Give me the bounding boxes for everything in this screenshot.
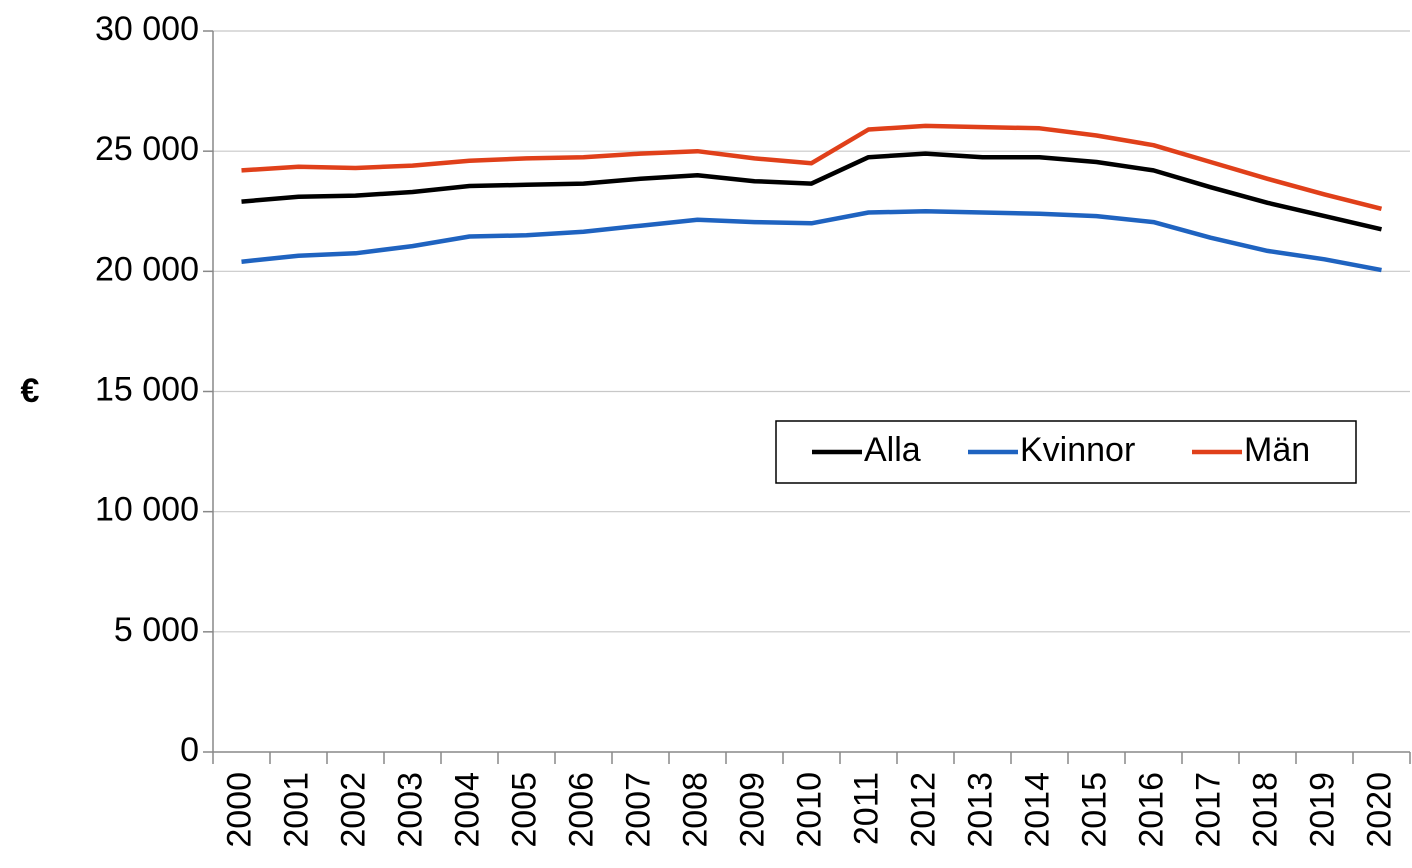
x-tick-label: 2001 bbox=[277, 772, 315, 848]
x-tick-label: 2004 bbox=[448, 772, 486, 848]
x-tick-label: 2014 bbox=[1018, 772, 1056, 848]
legend-label: Alla bbox=[864, 431, 921, 469]
x-tick-label: 2020 bbox=[1360, 772, 1398, 848]
x-tick-label: 2000 bbox=[220, 772, 258, 848]
y-tick-label: 15 000 bbox=[95, 370, 199, 408]
data-line bbox=[241, 209, 1382, 273]
x-tick-label: 2017 bbox=[1189, 772, 1227, 848]
x-tick-label: 2011 bbox=[847, 772, 885, 845]
y-axis-label: € bbox=[21, 372, 40, 410]
x-tick-label: 2013 bbox=[961, 772, 999, 848]
x-tick-label: 2005 bbox=[505, 772, 543, 848]
x-tick-label: 2019 bbox=[1303, 772, 1341, 848]
data-line bbox=[241, 123, 1383, 211]
x-tick-label: 2002 bbox=[334, 772, 372, 848]
data-line bbox=[241, 151, 1383, 232]
x-tick-label: 2016 bbox=[1132, 772, 1170, 848]
y-tick-label: 10 000 bbox=[95, 491, 199, 529]
y-tick-label: 25 000 bbox=[95, 130, 199, 168]
y-tick-label: 0 bbox=[180, 731, 199, 769]
x-tick-label: 2012 bbox=[904, 772, 942, 848]
legend-box bbox=[775, 420, 1357, 484]
x-tick-label: 2009 bbox=[733, 772, 771, 848]
x-tick-label: 2008 bbox=[676, 772, 714, 848]
y-tick-label: 30 000 bbox=[95, 10, 199, 48]
x-tick-label: 2007 bbox=[619, 772, 657, 848]
legend-label: Kvinnor bbox=[1020, 431, 1135, 469]
y-tick-label: 20 000 bbox=[95, 250, 199, 288]
y-tick-label: 5 000 bbox=[114, 611, 199, 649]
x-tick-label: 2003 bbox=[391, 772, 429, 848]
legend-label: Män bbox=[1244, 431, 1310, 469]
x-tick-label: 2015 bbox=[1075, 772, 1113, 848]
legend: Alla Kvinnor Män bbox=[775, 420, 1357, 484]
x-tick-label: 2006 bbox=[562, 772, 600, 848]
x-tick-label: 2010 bbox=[790, 772, 828, 848]
x-tick-label: 2018 bbox=[1246, 772, 1284, 848]
